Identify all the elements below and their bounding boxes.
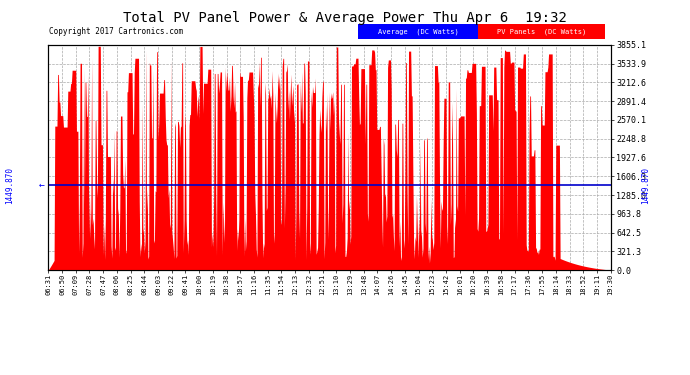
- Text: Total PV Panel Power & Average Power Thu Apr 6  19:32: Total PV Panel Power & Average Power Thu…: [123, 11, 567, 25]
- Text: Average  (DC Watts): Average (DC Watts): [377, 28, 458, 35]
- FancyBboxPatch shape: [357, 24, 478, 39]
- Text: 1449.870: 1449.870: [642, 167, 651, 204]
- Text: PV Panels  (DC Watts): PV Panels (DC Watts): [497, 28, 586, 35]
- Text: ←: ←: [38, 180, 44, 190]
- Text: Copyright 2017 Cartronics.com: Copyright 2017 Cartronics.com: [50, 27, 184, 36]
- FancyBboxPatch shape: [478, 24, 605, 39]
- Text: 1449.870: 1449.870: [6, 167, 14, 204]
